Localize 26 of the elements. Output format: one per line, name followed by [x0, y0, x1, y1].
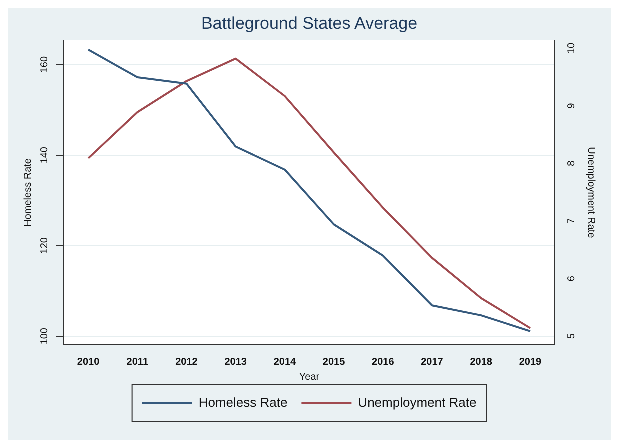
y-tick-label: 100 — [39, 328, 50, 345]
x-tick-label: 2014 — [274, 356, 297, 368]
y2-tick-label: 5 — [566, 333, 578, 340]
chart-title: Battleground States Average — [201, 14, 418, 33]
x-tick-label: 2013 — [224, 356, 248, 368]
x-tick-label: 2019 — [519, 356, 542, 368]
y-tick-label: 160 — [39, 56, 50, 74]
x-tick-label: 2011 — [126, 356, 149, 368]
y2-axis-title: Unemployment Rate — [585, 147, 596, 239]
y2-tick-label: 6 — [566, 276, 578, 282]
y-axis-title: Homeless Rate — [22, 158, 34, 227]
legend-label: Unemployment Rate — [358, 395, 477, 410]
y-tick-label: 140 — [39, 146, 50, 164]
y2-tick-label: 9 — [566, 102, 578, 109]
y-tick-label: 120 — [39, 237, 50, 254]
y2-tick-label: 7 — [566, 218, 578, 224]
x-tick-label: 2010 — [77, 356, 100, 368]
x-tick-label: 2012 — [176, 356, 198, 368]
x-tick-label: 2017 — [421, 356, 444, 368]
x-axis-title: Year — [299, 372, 320, 383]
y2-tick-label: 8 — [566, 160, 578, 166]
legend-label: Homeless Rate — [198, 395, 288, 410]
y2-tick-label: 10 — [566, 42, 578, 54]
x-tick-label: 2018 — [470, 356, 493, 368]
x-tick-label: 2016 — [372, 356, 395, 368]
x-tick-label: 2015 — [322, 356, 346, 368]
